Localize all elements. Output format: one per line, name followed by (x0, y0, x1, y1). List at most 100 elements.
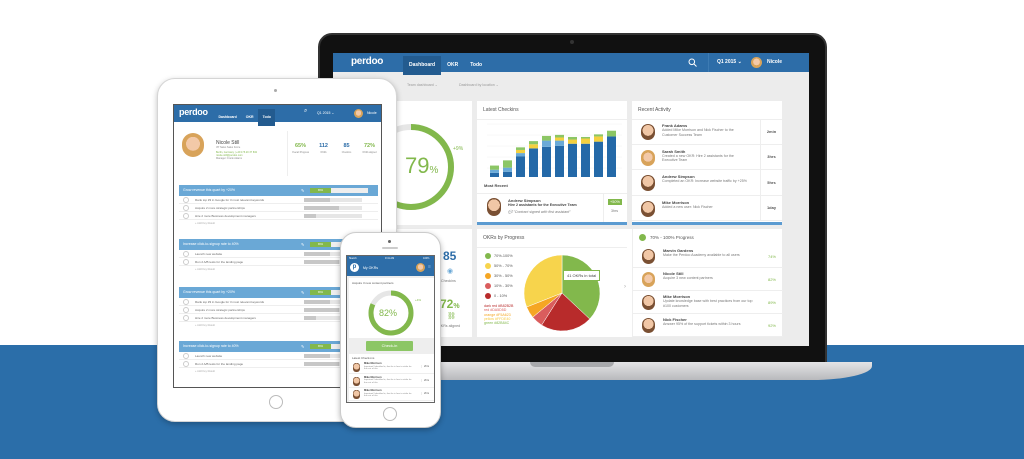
key-result-row[interactable]: Hire 2 more Business development manager… (179, 314, 378, 322)
team-dashboard-dropdown[interactable]: Team dashboard ⌄ (407, 83, 438, 87)
key-result-row[interactable]: Run 2 A/B tests for the landing page (179, 258, 378, 266)
home-button[interactable] (383, 407, 397, 421)
checkbox[interactable] (183, 251, 189, 257)
checkbox[interactable] (183, 315, 189, 321)
latest-checkins: Latest Check-ins Mike Morrison Important!… (349, 354, 434, 402)
objective-header[interactable]: Grow revenue this quart by +20% ✎ 36% (179, 185, 378, 196)
progress-item[interactable]: Nicole Still Acquire 3 new content partne… (633, 268, 783, 291)
add-key-result[interactable]: + Add Key Result (195, 222, 215, 225)
key-result-row[interactable]: Hire 2 more Business development manager… (179, 212, 378, 220)
bar-segment (503, 160, 512, 168)
bar-segment (568, 143, 577, 177)
checkin-item[interactable]: Mike Morrison Important! Identified is, t… (349, 375, 434, 388)
pie-slice (523, 254, 563, 308)
checkbox[interactable] (183, 353, 189, 359)
key-result-row[interactable]: Launch new website (179, 250, 378, 258)
checkin-item[interactable]: Mike Morrison Important! Identified is, t… (349, 361, 434, 374)
item-name: Nick Fischer (663, 317, 687, 322)
checkbox[interactable] (183, 361, 189, 367)
bar-segment (516, 147, 525, 150)
bar-segment (490, 165, 499, 170)
avatar[interactable] (751, 57, 762, 68)
clock: 9:41 AM (385, 257, 395, 260)
objective-title: Increase click-to-signup rate to 40% (183, 344, 239, 348)
activity-name: Sarah Smith (662, 148, 686, 154)
checkin-name: Mike Morrison (364, 362, 382, 365)
user-name[interactable]: Nicole (767, 59, 783, 65)
progress-items: Marvin Gardens Make the Perdoo Academy av… (633, 245, 783, 337)
checkbox[interactable] (183, 299, 189, 305)
add-key-result[interactable]: + Add Key Result (195, 370, 215, 373)
tab-okr[interactable]: OKR (447, 62, 459, 68)
checkbox[interactable] (183, 307, 189, 313)
item-percent: 89% (767, 299, 776, 305)
user-name[interactable]: Nicole (367, 111, 377, 115)
scroll-bar[interactable] (477, 222, 627, 225)
progress-list: 70% - 100% Progress Marvin Gardens Make t… (632, 229, 783, 337)
dashboard-location-dropdown[interactable]: Dashboard by location ⌄ (459, 83, 499, 87)
activity-item[interactable]: Andrew Simpson Completed an OKR: Increase… (632, 170, 782, 196)
card-title: OKRs by Progress (477, 229, 627, 248)
avatar[interactable] (354, 109, 363, 118)
checkbox[interactable] (183, 205, 189, 211)
progress-item[interactable]: Marvin Gardens Make the Perdoo Academy av… (633, 245, 783, 268)
item-text: Answer 95% of the support tickets within… (663, 322, 741, 326)
chevron-right-icon[interactable]: › (624, 284, 626, 290)
progress-fill (304, 198, 331, 202)
activity-item[interactable]: Sarah Smith Created a new OKR: Hire 2 ass… (632, 144, 782, 170)
key-result-row[interactable]: Acquire 2 more strategic partnerships (179, 204, 378, 212)
bar-segment (581, 143, 590, 177)
search-icon[interactable]: ⌕ (304, 108, 308, 114)
tab-todo[interactable]: Todo (470, 62, 483, 68)
checkin-entry[interactable]: Andrew Simpson Hire 2 assistants for the… (477, 193, 627, 222)
add-key-result[interactable]: + Add Key Result (195, 268, 215, 271)
link-icon: ✎ (301, 344, 305, 349)
progress-item[interactable]: Mike Morrison Update knowledge base with … (633, 291, 783, 314)
logo: perdoo (351, 56, 384, 67)
key-result-row[interactable]: Rank top #3 in Google for 3 most relevan… (179, 196, 378, 204)
quarter-select[interactable]: Q1 2015 ⌄ (708, 53, 750, 72)
avatar[interactable] (416, 263, 425, 272)
legend-item: 0 - 10% (485, 291, 513, 301)
checkbox[interactable] (183, 259, 189, 265)
activity-time: 3hrs (760, 144, 782, 169)
home-button[interactable] (269, 395, 283, 409)
key-result-row[interactable]: Rank top #3 in Google for 3 most relevan… (179, 298, 378, 306)
checkin-name: Mike Morrison (364, 375, 382, 379)
quarter-select[interactable]: Q1 2015 ⌄ (317, 111, 335, 115)
tab-dashboard[interactable]: Dashboard (218, 115, 237, 119)
search-icon[interactable] (688, 58, 697, 67)
activity-item[interactable]: Mike Morrison Added a new user: Nick Fisc… (632, 195, 782, 221)
check-in-button[interactable]: Check-in (366, 341, 413, 351)
objective-header[interactable]: Increase click-to-signup rate to 40% ✎ 36% (179, 239, 378, 250)
profile-name: Nicole Still (216, 140, 240, 146)
activity-item[interactable]: Frank Adams Added Mike Morrison and Nick … (632, 119, 782, 145)
checkin-time: 2hrs (421, 378, 429, 382)
bar-segment (529, 141, 538, 145)
bar-segment (555, 145, 564, 177)
card-title: Latest Checkins (477, 101, 627, 120)
key-result-row[interactable]: Run 2 A/B tests for the landing page (179, 360, 378, 368)
checkbox[interactable] (183, 213, 189, 219)
key-result-row[interactable]: Launch new website (179, 352, 378, 360)
legend-label: 0 - 10% (494, 294, 508, 298)
tab-dashboard[interactable]: Dashboard (403, 56, 442, 75)
menu-icon[interactable]: ≡ (428, 264, 431, 270)
profile-email[interactable]: nicole.still@perdoo.com (216, 154, 243, 157)
avatar (641, 200, 655, 217)
legend-item: 70%-100% (485, 251, 513, 261)
objective-header[interactable]: Increase click-to-signup rate to 40% ✎ 36% (179, 341, 378, 352)
tab-todo[interactable]: Todo (258, 109, 276, 126)
add-key-result[interactable]: + Add Key Result (195, 324, 215, 327)
checkin-item[interactable]: Mike Morrison Important! Identified is, t… (349, 388, 434, 401)
section-label: Latest Check-ins (352, 356, 375, 360)
stat: 72% OKRs aligned (358, 143, 381, 154)
key-result-row[interactable]: Acquire 2 more strategic partnerships (179, 306, 378, 314)
tab-okr[interactable]: OKR (245, 115, 254, 119)
checkbox[interactable] (183, 197, 189, 203)
bar-segment (503, 171, 512, 177)
scroll-bar[interactable] (632, 222, 782, 225)
progress-item[interactable]: Nick Fischer Answer 95% of the support ti… (633, 314, 783, 337)
objective-header[interactable]: Grow revenue this quart by +20% ✎ 36% (179, 287, 378, 298)
item-text: Acquire 3 new content partners (663, 276, 713, 280)
